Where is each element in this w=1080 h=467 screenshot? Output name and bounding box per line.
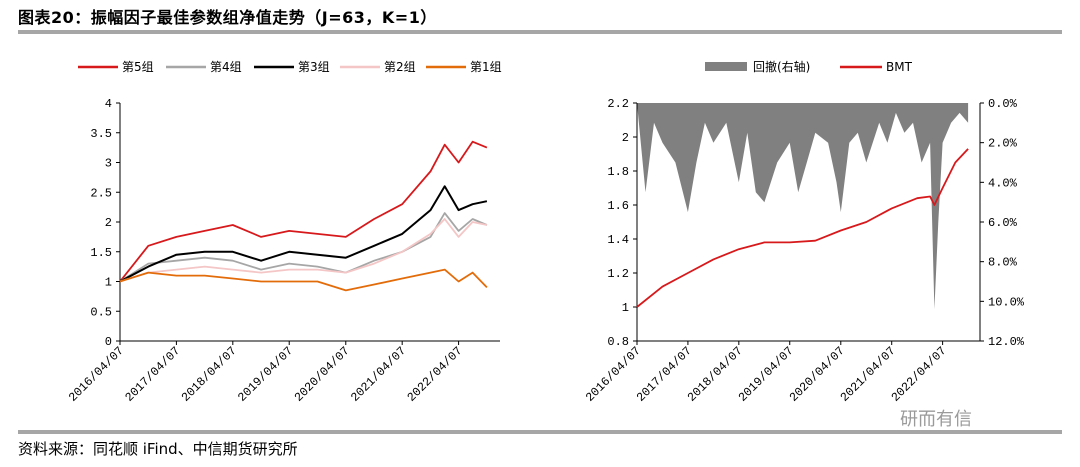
y-tick-label: 0.8 [607, 335, 629, 349]
legend-label-bmt: BMT [886, 60, 913, 74]
x-tick-label: 2017/04/07 [122, 344, 183, 405]
y-tick-label: 3.5 [90, 127, 112, 141]
x-tick-label: 2021/04/07 [348, 344, 409, 405]
series-line-3 [119, 185, 488, 283]
series-line-4 [119, 218, 488, 283]
net-value-chart: 00.511.522.533.542016/04/072017/04/07201… [66, 60, 502, 405]
legend-swatch-drawdown [705, 62, 747, 71]
y-tick-label: 1.6 [607, 199, 629, 213]
x-tick-label: 2018/04/07 [179, 344, 240, 405]
legend-label-3: 第3组 [298, 60, 330, 74]
x-tick-label: 2016/04/07 [66, 344, 127, 405]
y-tick-label: 1.5 [90, 246, 112, 260]
x-tick-label: 2019/04/07 [235, 344, 296, 405]
source-note: 资料来源：同花顺 iFind、中信期货研究所 [18, 440, 298, 458]
y-tick-label: 2.2 [607, 97, 629, 111]
y2-tick-label: 4.0% [988, 176, 1018, 190]
y-tick-label: 1.2 [607, 267, 629, 281]
y-tick-label: 2 [105, 216, 112, 230]
series-line-2 [119, 212, 488, 283]
bmt-drawdown-chart: 0.8 1 1.2 1.4 1.6 1.8 2 2.2 0.0% 2.0% 4.0% 6.0% 8.0%… [585, 59, 1025, 405]
figure-title: 图表20：振幅因子最佳参数组净值走势（J=63，K=1） [18, 8, 437, 27]
bottom-rule [18, 430, 1062, 434]
y-tick-label: 0.5 [90, 305, 112, 319]
y-tick-label: 4 [105, 97, 112, 111]
series-line-1 [636, 148, 969, 308]
y-tick-label: 1 [105, 276, 112, 290]
top-rule [18, 30, 1062, 34]
legend-label-5: 第1组 [470, 60, 502, 74]
y2-tick-label: 6.0% [988, 216, 1018, 230]
watermark-text: 研而有信 [900, 409, 972, 430]
y2-tick-label: 8.0% [988, 256, 1018, 270]
y-tick-label: 2 [622, 131, 629, 145]
y2-tick-label: 12.0% [988, 335, 1025, 349]
legend-label-1: 第5组 [122, 60, 154, 74]
drawdown-area [637, 103, 969, 310]
legend-label-4: 第2组 [384, 60, 416, 74]
y-tick-label: 1.4 [607, 233, 629, 247]
y-tick-label: 1 [622, 301, 629, 315]
legend-label-drawdown: 回撤(右轴) [753, 59, 810, 74]
y2-tick-label: 0.0% [988, 97, 1018, 111]
x-tick-label: 2020/04/07 [292, 344, 353, 405]
y-tick-label: 1.8 [607, 165, 629, 179]
legend-label-2: 第4组 [210, 60, 242, 74]
x-tick-label: 2022/04/07 [405, 344, 466, 405]
y2-tick-label: 10.0% [988, 295, 1025, 309]
series-line-5 [119, 268, 488, 292]
y-tick-label: 0 [105, 335, 112, 349]
series-line-1 [119, 140, 488, 283]
y-tick-label: 3 [105, 157, 112, 171]
y-tick-label: 2.5 [90, 186, 112, 200]
y2-tick-label: 2.0% [988, 137, 1018, 151]
